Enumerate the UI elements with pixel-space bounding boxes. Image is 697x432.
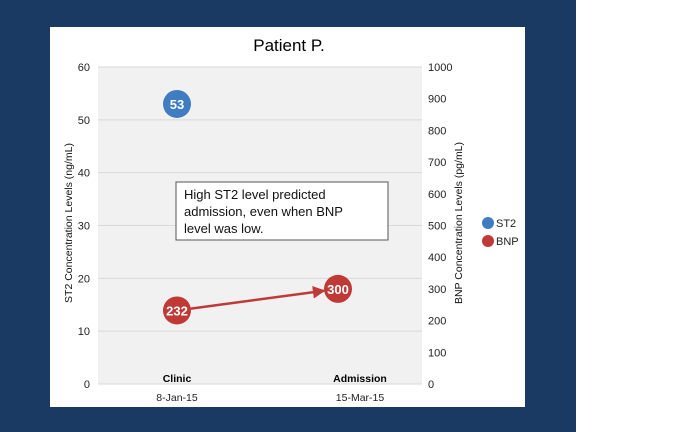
- left-tick-label: 10: [78, 326, 90, 338]
- bnp-point: [324, 274, 352, 303]
- legend: ST2 BNP: [482, 217, 519, 248]
- left-tick-label: 40: [78, 168, 90, 180]
- left-tick-label: 60: [78, 62, 90, 74]
- legend-marker-bnp: [482, 235, 494, 247]
- right-tick-label: 0: [428, 379, 434, 391]
- left-axis: 0 10 20 30 40 50 60: [78, 62, 90, 391]
- legend-label-st2: ST2: [496, 218, 516, 230]
- bnp-point: [163, 296, 191, 325]
- bnp-data-label: 300: [327, 282, 349, 297]
- right-tick-label: 1000: [428, 62, 452, 74]
- chart-panel: Patient P. 0 10 20 30 40 50 60 0 100 200 300 400 50…: [50, 27, 525, 407]
- st2-point: [163, 89, 191, 118]
- left-tick-label: 20: [78, 273, 90, 285]
- bnp-trend-arrow: [190, 286, 326, 310]
- right-tick-label: 500: [428, 221, 446, 233]
- right-tick-label: 900: [428, 94, 446, 106]
- category-label-admission: Admission: [333, 373, 387, 385]
- chart: Patient P. 0 10 20 30 40 50 60 0 100 200 300 400 50…: [63, 36, 519, 404]
- st2-data-label: 53: [170, 97, 184, 112]
- annotation-line: level was low.: [184, 221, 263, 236]
- legend-label-bnp: BNP: [496, 236, 519, 248]
- right-tick-label: 800: [428, 125, 446, 137]
- right-tick-label: 600: [428, 189, 446, 201]
- right-tick-label: 300: [428, 284, 446, 296]
- bnp-data-label: 232: [166, 303, 188, 318]
- chart-title: Patient P.: [253, 36, 325, 55]
- annotation-box: High ST2 level predicted admission, even …: [175, 181, 389, 241]
- right-tick-label: 200: [428, 316, 446, 328]
- date-label-admission: 15-Mar-15: [336, 392, 385, 404]
- right-axis: 0 100 200 300 400 500 600 700 800 900 1000: [428, 62, 452, 391]
- date-label-clinic: 8-Jan-15: [156, 392, 198, 404]
- data-marks: 53 232 300: [163, 89, 352, 325]
- legend-marker-st2: [482, 217, 494, 229]
- right-tick-label: 700: [428, 157, 446, 169]
- right-tick-label: 400: [428, 252, 446, 264]
- left-tick-label: 30: [78, 221, 90, 233]
- category-label-clinic: Clinic: [163, 373, 192, 385]
- annotation-text: High ST2 level predicted admission, even …: [184, 187, 343, 236]
- right-axis-label: BNP Concentration Levels (pg/mL): [453, 142, 465, 304]
- right-tick-label: 100: [428, 347, 446, 359]
- annotation-line: admission, even when BNP: [184, 204, 343, 219]
- left-axis-label: ST2 Concentration Levels (ng/mL): [63, 143, 75, 303]
- left-tick-label: 50: [78, 115, 90, 127]
- left-tick-label: 0: [84, 379, 90, 391]
- annotation-line: High ST2 level predicted: [184, 187, 326, 202]
